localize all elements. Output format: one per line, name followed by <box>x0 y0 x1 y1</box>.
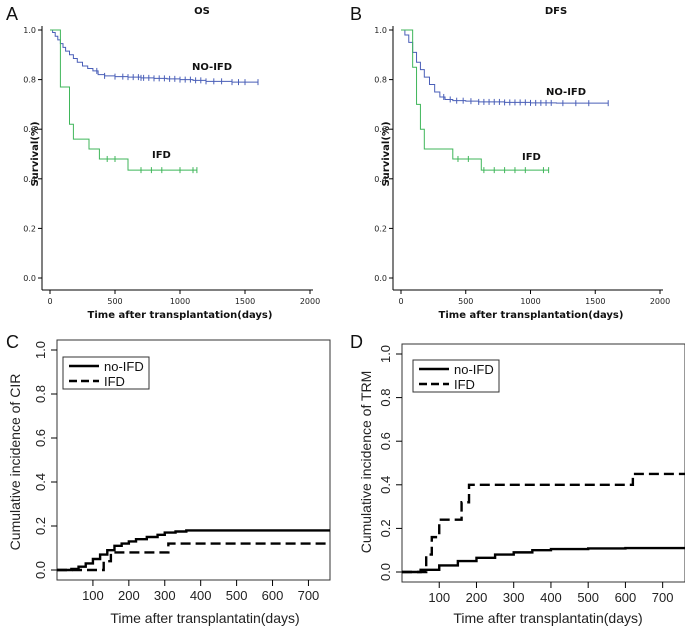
panel-c-x-tick-label: 600 <box>262 588 284 603</box>
panel-a-y-label: Survival(%) <box>30 121 41 186</box>
panel-a-series-label-noifd: NO-IFD <box>192 62 232 73</box>
panel-d-x-tick-label: 700 <box>652 590 674 605</box>
panel-a-y-tick-label: 0.8 <box>23 76 36 85</box>
panel-a-y-tick-label: 0.2 <box>23 224 36 233</box>
panel-a-series-label-ifd: IFD <box>152 150 171 161</box>
panel-a-x-tick-label: 1000 <box>170 297 190 306</box>
panel-c-y-label: Cumulative incidence of CIR <box>7 374 23 551</box>
panel-b-y-tick-label: 0.0 <box>374 274 387 283</box>
panel-letter-c: C <box>6 332 19 352</box>
panel-c-y-tick-label: 0.6 <box>33 429 48 447</box>
panel-d-y-tick-label: 0.2 <box>378 519 393 537</box>
panel-d-y-tick-label: 0.8 <box>378 389 393 407</box>
panel-letter-b: B <box>350 4 362 24</box>
panel-b-x-tick-label: 0 <box>398 297 403 306</box>
panel-a-curve-ifd <box>50 29 197 171</box>
panel-c-y-tick-label: 0.4 <box>33 473 48 491</box>
panel-d-legend: no-IFD IFD <box>412 359 500 393</box>
panel-d-legend-box <box>412 359 500 393</box>
panel-c-x-tick-label: 300 <box>154 588 176 603</box>
panel-b-y-tick-label: 0.8 <box>374 76 387 85</box>
panel-b-x-tick-label: 2000 <box>650 297 670 306</box>
panel-c-legend: no-IFD IFD <box>62 356 150 390</box>
panel-d-y-tick-label: 0.4 <box>378 476 393 494</box>
panel-d-plot-frame <box>401 343 685 583</box>
panel-a-y-tick-label: 1.0 <box>23 26 36 35</box>
panel-c-y-tick-label: 0.8 <box>33 385 48 403</box>
panel-a-x-tick-label: 2000 <box>300 297 320 306</box>
panel-a-y-tick-label: 0.4 <box>23 175 36 184</box>
panel-d-legend-ifd: IFD <box>454 377 475 392</box>
panel-b-x-label: Time after transplantation(days) <box>439 310 624 321</box>
panel-b-y-tick-label: 0.2 <box>374 224 387 233</box>
panel-d-y-label: Cumulative incidence of TRM <box>358 371 374 554</box>
panel-c-y-tick-label: 0.2 <box>33 517 48 535</box>
chart-marks: 0 500 1000 1500 2000 0.0 0.2 0.4 0.6 0.8 1.0 0 500 10… <box>23 26 685 605</box>
panel-d-legend-noifd: no-IFD <box>454 362 494 377</box>
panel-a-x-tick-label: 0 <box>47 297 52 306</box>
panel-b-series-label-ifd: IFD <box>522 152 541 163</box>
panel-c-x-tick-label: 500 <box>226 588 248 603</box>
panel-d-curve-ifd <box>402 472 685 574</box>
panel-d-y-tick-label: 0.0 <box>378 563 393 581</box>
panel-c-curve-ifd <box>57 542 330 572</box>
panel-a-x-label: Time after transplantation(days) <box>88 310 273 321</box>
panel-b-y-label: Survival(%) <box>381 121 392 186</box>
panel-b-series-label-noifd: NO-IFD <box>546 87 586 98</box>
panel-d-x-label: Time after transplantatin(days) <box>453 610 642 626</box>
panel-letter-d: D <box>350 332 363 352</box>
panel-c-legend-noifd: no-IFD <box>104 359 144 374</box>
panel-d-curve-no-ifd <box>402 546 685 574</box>
panel-a-title: OS <box>194 6 210 17</box>
panel-c-legend-box <box>62 356 150 390</box>
panel-b-curve-ifd <box>401 29 549 171</box>
panel-d-x-tick-label: 300 <box>503 590 525 605</box>
panel-a-x-tick-label: 500 <box>107 297 122 306</box>
panel-letter-a: A <box>6 4 18 24</box>
panel-c-x-tick-label: 400 <box>190 588 212 603</box>
panel-d-x-tick-label: 500 <box>577 590 599 605</box>
panel-c-curve-no-ifd <box>57 529 330 572</box>
panel-c-plot-frame <box>56 339 331 581</box>
panel-c-x-tick-label: 100 <box>82 588 104 603</box>
panel-c-x-tick-label: 200 <box>118 588 140 603</box>
panel-a-y-tick-label: 0.6 <box>23 125 36 134</box>
panel-b-title: DFS <box>545 6 567 17</box>
panel-d-x-tick-label: 100 <box>428 590 450 605</box>
panel-b-x-tick-label: 500 <box>458 297 473 306</box>
panel-c-y-tick-label: 0.0 <box>33 561 48 579</box>
panel-d-x-tick-label: 200 <box>466 590 488 605</box>
panel-b-y-tick-label: 0.6 <box>374 125 387 134</box>
panel-c-y-tick-label: 1.0 <box>33 341 48 359</box>
panel-b-y-tick-label: 1.0 <box>374 26 387 35</box>
panel-c-legend-ifd: IFD <box>104 374 125 389</box>
panel-b-x-tick-label: 1000 <box>520 297 540 306</box>
panel-c-x-tick-label: 700 <box>298 588 320 603</box>
panel-c-x-label: Time after transplantatin(days) <box>110 610 299 626</box>
panel-b-y-tick-label: 0.4 <box>374 175 387 184</box>
panel-d-x-tick-label: 600 <box>615 590 637 605</box>
panel-d-y-tick-label: 1.0 <box>378 345 393 363</box>
panel-d-y-tick-label: 0.6 <box>378 432 393 450</box>
panel-a-x-tick-label: 1500 <box>235 297 255 306</box>
panel-b-x-tick-label: 1500 <box>585 297 605 306</box>
panel-a-curve-no-ifd <box>50 29 258 83</box>
panel-d-x-tick-label: 400 <box>540 590 562 605</box>
panel-a-y-tick-label: 0.0 <box>23 274 36 283</box>
